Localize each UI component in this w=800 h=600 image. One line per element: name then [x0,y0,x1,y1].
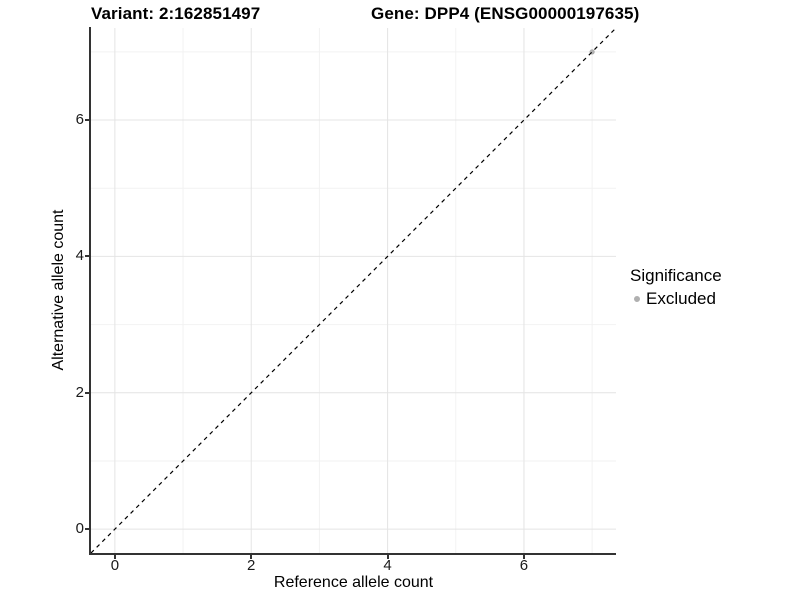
y-tick-label: 4 [75,247,84,265]
y-tick-mark [85,119,89,122]
x-tick-mark [386,555,389,559]
x-axis-title: Reference allele count [273,574,434,591]
x-tick-mark [113,555,116,559]
legend-item-excluded: Excluded [630,289,722,309]
y-axis-line [89,27,91,555]
y-tick-mark [85,255,89,258]
legend: Significance Excluded [630,266,722,309]
x-axis-line [89,553,616,555]
legend-title: Significance [630,266,722,285]
plot-canvas [91,28,616,553]
x-tick-label: 0 [110,557,120,574]
y-tick-mark [85,528,89,531]
identity-line [91,28,616,553]
x-tick-mark [250,555,253,559]
y-tick-label: 0 [75,520,84,538]
excluded-point-icon [634,296,640,302]
y-tick-label: 2 [75,383,84,401]
legend-item-label: Excluded [646,289,716,308]
variant-title: Variant: 2:162851497 [91,4,261,23]
gene-title: Gene: DPP4 (ENSG00000197635) [371,4,640,23]
x-tick-label: 4 [383,557,392,574]
y-tick-label: 6 [75,111,84,129]
x-tick-label: 2 [247,557,256,574]
plot-panel [91,28,616,553]
x-tick-label: 6 [519,557,529,574]
y-axis-title: Alternative allele count [50,209,67,371]
x-tick-mark [522,555,525,559]
y-tick-mark [85,391,89,394]
